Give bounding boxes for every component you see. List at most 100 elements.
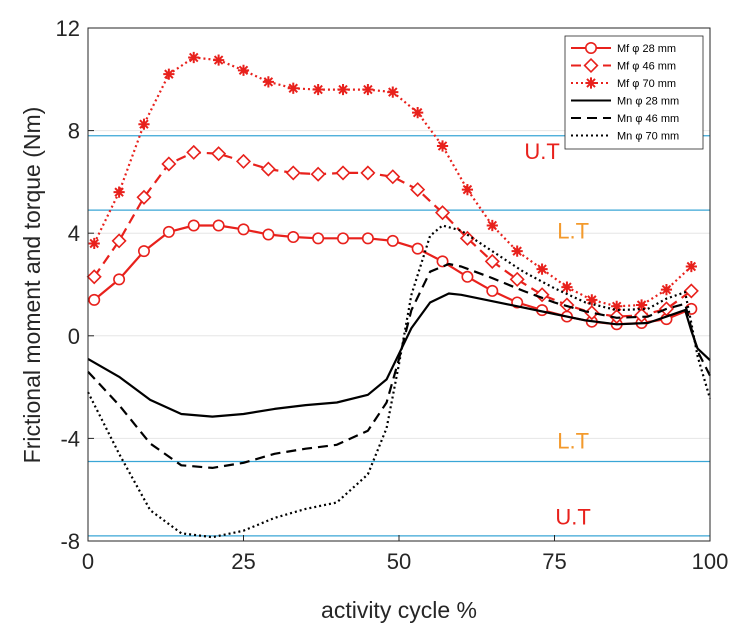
legend: Mf φ 28 mm Mf φ 46 mm Mf φ 70 mm Mn φ 28 mm… <box>564 35 704 150</box>
x-tick-label: 100 <box>692 549 729 574</box>
data-point <box>385 169 401 185</box>
series-3 <box>87 292 711 418</box>
data-point <box>660 284 673 296</box>
data-point <box>213 54 225 66</box>
data-point <box>635 299 648 311</box>
data-point <box>88 237 100 250</box>
y-tick-label: -4 <box>60 426 80 451</box>
legend-marker <box>585 77 597 89</box>
annotation-0: U.T <box>524 139 559 164</box>
data-point <box>312 232 325 245</box>
data-point <box>584 305 600 321</box>
y-tick-label: 12 <box>56 16 80 41</box>
data-point <box>113 273 126 286</box>
data-point <box>111 233 127 249</box>
data-point <box>361 232 374 245</box>
data-point <box>161 156 177 172</box>
legend-label: Mf φ 28 mm <box>617 43 676 55</box>
series-line-4 <box>87 262 711 469</box>
data-point <box>137 245 150 258</box>
legend-item: Mf φ 70 mm <box>571 77 676 90</box>
data-point <box>685 260 697 273</box>
data-point <box>411 242 424 255</box>
data-point <box>237 223 250 236</box>
data-point <box>310 166 326 182</box>
data-point <box>509 271 525 287</box>
legend-item: Mn φ 70 mm <box>571 131 679 143</box>
data-point <box>262 76 274 88</box>
annotation-2: L.T <box>557 429 589 454</box>
series-4 <box>87 262 711 469</box>
data-point <box>459 230 475 246</box>
annotations: U.T L.T L.T U.T <box>524 139 591 530</box>
data-point <box>212 219 225 232</box>
data-point <box>362 83 374 96</box>
data-point <box>609 309 625 325</box>
legend-label: Mn φ 70 mm <box>617 131 679 143</box>
legend-item: Mf φ 28 mm <box>571 41 676 55</box>
data-point <box>484 253 500 269</box>
x-axis-label: activity cycle % <box>321 597 477 623</box>
y-tick-label: 0 <box>68 324 80 349</box>
data-point <box>163 68 175 80</box>
data-point <box>162 225 175 238</box>
x-tick-label: 0 <box>82 549 94 574</box>
legend-item: Mf φ 46 mm <box>571 57 676 74</box>
legend-item: Mn φ 28 mm <box>571 96 679 108</box>
data-point <box>683 283 699 299</box>
data-point <box>237 64 250 76</box>
legend-marker <box>584 41 597 54</box>
y-tick-label: 4 <box>68 221 80 246</box>
data-point <box>360 165 376 181</box>
data-point <box>337 83 349 96</box>
x-tick-label: 75 <box>542 549 566 574</box>
series-line-3 <box>87 292 711 418</box>
data-point <box>86 269 102 285</box>
data-point <box>561 281 573 293</box>
data-point <box>285 165 301 181</box>
data-point <box>387 86 399 98</box>
data-point <box>486 219 498 232</box>
legend-label: Mf φ 46 mm <box>617 61 676 73</box>
data-point <box>262 228 275 241</box>
annotation-1: L.T <box>557 218 589 243</box>
data-point <box>187 219 200 232</box>
data-point <box>611 300 623 312</box>
data-point <box>186 144 202 160</box>
data-point <box>436 140 449 152</box>
data-point <box>136 189 152 205</box>
data-point <box>287 82 299 94</box>
data-point <box>536 263 548 275</box>
y-tick-label: -8 <box>60 529 80 554</box>
data-point <box>386 234 399 247</box>
data-point <box>113 186 125 198</box>
data-point <box>412 107 424 119</box>
data-point <box>211 146 227 162</box>
annotation-3: U.T <box>555 504 590 529</box>
data-point <box>138 118 150 130</box>
data-point <box>511 245 523 257</box>
x-tick-label: 25 <box>231 549 255 574</box>
x-tick-label: 50 <box>387 549 411 574</box>
series-group <box>86 51 712 539</box>
data-point <box>337 232 350 245</box>
data-point <box>435 205 451 221</box>
data-point <box>188 51 200 64</box>
data-point <box>461 183 474 196</box>
data-point <box>335 165 351 181</box>
data-point <box>534 287 550 303</box>
legend-label: Mf φ 70 mm <box>617 78 676 90</box>
data-point <box>235 153 252 169</box>
data-point <box>312 83 324 96</box>
legend-marker <box>583 57 599 74</box>
legend-label: Mn φ 28 mm <box>617 96 679 108</box>
y-tick-label: 8 <box>68 119 80 144</box>
data-point <box>410 182 426 198</box>
data-point <box>634 307 650 323</box>
series-2 <box>88 51 697 312</box>
data-point <box>436 255 449 268</box>
data-point <box>260 161 276 177</box>
axis-ticks: -8 -4 0 4 8 12 0 25 50 75 100 <box>56 16 729 574</box>
data-point <box>287 231 300 244</box>
